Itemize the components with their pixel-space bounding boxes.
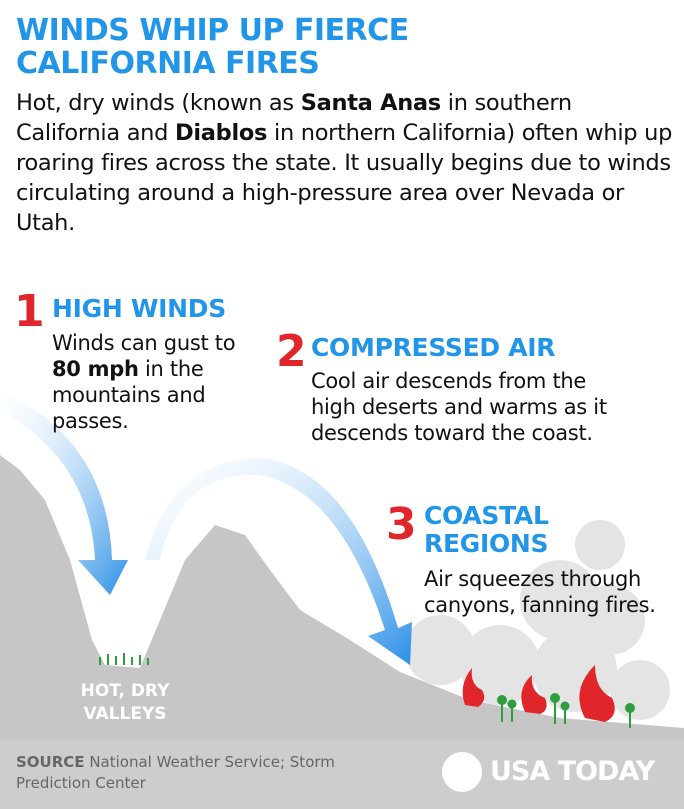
text-line: HIGH WINDS: [52, 294, 226, 323]
source: SOURCE National Weather Service; Storm P…: [16, 752, 356, 794]
wind-arrow: [145, 458, 412, 665]
text-segment: Cool air descends from the high deserts …: [311, 369, 607, 445]
step-heading: COASTAL REGIONS: [424, 502, 549, 558]
step-heading: COMPRESSED AIR: [311, 333, 556, 362]
step-heading: HIGH WINDS: [52, 295, 226, 323]
ground: [0, 740, 684, 809]
emphasis: Santa Anas: [300, 90, 441, 116]
logo-dot: [442, 752, 482, 792]
text-line: VALLEYS: [83, 704, 167, 724]
text-line: HOT, DRY: [80, 681, 170, 701]
text-segment: Winds can gust to: [52, 331, 236, 355]
intro: Hot, dry winds (known as Santa Anas in s…: [16, 88, 676, 238]
title: WINDS WHIP UP FIERCE CALIFORNIA FIRES: [16, 14, 409, 80]
text-segment: in southern California and: [16, 90, 572, 146]
logo: USA TODAY: [490, 756, 655, 787]
text-line: COMPRESSED AIR: [311, 333, 556, 362]
source-text: National Weather Service; Storm Predicti…: [16, 753, 335, 792]
step-text: Cool air descends from the high deserts …: [311, 368, 611, 446]
step-number: 1: [14, 286, 45, 337]
title-line: CALIFORNIA FIRES: [16, 46, 320, 81]
step-number: 2: [276, 326, 307, 377]
step-number: 3: [386, 499, 417, 550]
grass: [99, 653, 149, 665]
text-line: COASTAL: [424, 501, 549, 530]
emphasis: 80 mph: [52, 357, 139, 381]
text-segment: Hot, dry winds (known as: [16, 90, 301, 116]
valley-label: HOT, DRY VALLEYS: [60, 680, 190, 726]
palms: [497, 693, 635, 728]
text-segment: in northern California) often whip up ro…: [16, 120, 673, 236]
title-line: WINDS WHIP UP FIERCE: [16, 13, 409, 48]
step-text: Winds can gust to 80 mph in the mountain…: [52, 330, 267, 434]
source-label: SOURCE: [16, 753, 85, 771]
wind-arrow: [0, 390, 128, 595]
text-segment: Air squeezes through canyons, fanning fi…: [424, 567, 656, 617]
text-line: REGIONS: [424, 529, 549, 558]
text-segment: in the mountains and passes.: [52, 357, 206, 433]
fires: [462, 665, 615, 722]
emphasis: Diablos: [174, 120, 268, 146]
step-text: Air squeezes through canyons, fanning fi…: [424, 566, 659, 618]
